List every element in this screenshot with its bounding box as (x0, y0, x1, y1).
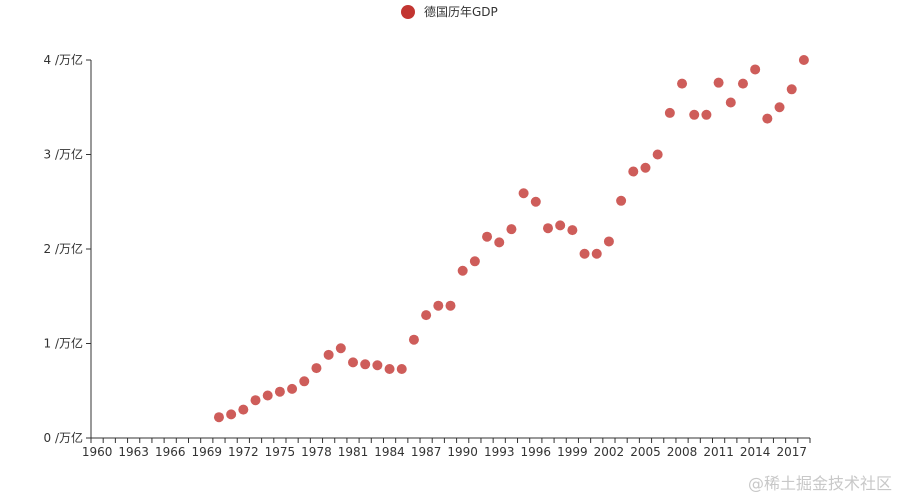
y-tick-label: 1 /万亿 (44, 336, 84, 351)
data-point[interactable] (238, 404, 249, 415)
data-point[interactable] (433, 300, 444, 311)
data-point[interactable] (713, 77, 724, 88)
data-point[interactable] (262, 390, 273, 401)
data-point[interactable] (640, 162, 651, 173)
data-point[interactable] (518, 188, 529, 199)
data-point[interactable] (591, 248, 602, 259)
x-tick-label: 2014 (740, 445, 771, 459)
x-tick-label: 1990 (447, 445, 478, 459)
data-point[interactable] (628, 166, 639, 177)
data-point[interactable] (567, 225, 578, 236)
data-point[interactable] (603, 236, 614, 247)
data-point[interactable] (555, 220, 566, 231)
data-point[interactable] (774, 102, 785, 113)
legend-label: 德国历年GDP (424, 4, 498, 19)
data-point[interactable] (750, 64, 761, 75)
x-tick-label: 1975 (265, 445, 296, 459)
data-point[interactable] (372, 360, 383, 371)
watermark: @稀土掘金技术社区 (747, 474, 892, 493)
data-point[interactable] (213, 412, 224, 423)
legend[interactable]: 德国历年GDP (401, 4, 498, 19)
x-tick-label: 1966 (155, 445, 186, 459)
x-tick-label: 1999 (557, 445, 588, 459)
data-point[interactable] (469, 256, 480, 267)
y-tick-label: 4 /万亿 (44, 52, 84, 67)
data-point[interactable] (530, 196, 541, 207)
x-tick-label: 2005 (630, 445, 661, 459)
y-axis: 0 /万亿 1 /万亿 2 /万亿 3 /万亿 4 /万亿 (44, 52, 92, 445)
x-tick-label: 1987 (411, 445, 442, 459)
legend-marker-icon (401, 5, 415, 19)
data-point[interactable] (762, 113, 773, 124)
data-point[interactable] (457, 265, 468, 276)
data-point[interactable] (348, 357, 359, 368)
y-tick-label: 3 /万亿 (44, 147, 84, 162)
data-point[interactable] (542, 223, 553, 234)
data-points (213, 55, 809, 423)
data-point[interactable] (274, 386, 285, 397)
data-point[interactable] (384, 364, 395, 375)
x-tick-label: 1963 (118, 445, 149, 459)
y-tick-label: 2 /万亿 (44, 241, 84, 256)
data-point[interactable] (482, 231, 493, 242)
data-point[interactable] (786, 84, 797, 95)
data-point[interactable] (579, 248, 590, 259)
x-tick-label: 1981 (338, 445, 369, 459)
x-tick-label: 1984 (374, 445, 405, 459)
data-point[interactable] (737, 78, 748, 89)
data-point[interactable] (616, 195, 627, 206)
y-tick-label: 0 /万亿 (44, 430, 84, 445)
x-tick-label: 2008 (667, 445, 698, 459)
data-point[interactable] (445, 300, 456, 311)
data-point[interactable] (287, 383, 298, 394)
data-point[interactable] (494, 237, 505, 248)
x-tick-label: 2011 (703, 445, 734, 459)
data-point[interactable] (677, 78, 688, 89)
data-point[interactable] (299, 376, 310, 387)
data-point[interactable] (311, 363, 322, 374)
data-point[interactable] (506, 224, 517, 235)
data-point[interactable] (335, 343, 346, 354)
x-axis: 1960 1963 1966 1969 1972 1975 1978 1981 1984 1987… (82, 437, 811, 459)
x-tick-label: 2017 (776, 445, 807, 459)
x-tick-label: 1969 (191, 445, 222, 459)
data-point[interactable] (226, 409, 237, 420)
data-point[interactable] (250, 395, 261, 406)
data-point[interactable] (408, 334, 419, 345)
data-point[interactable] (798, 55, 809, 65)
x-tick-label: 1996 (521, 445, 552, 459)
x-tick-label: 1993 (484, 445, 515, 459)
x-tick-label: 1960 (82, 445, 113, 459)
data-point[interactable] (701, 109, 712, 120)
data-point[interactable] (652, 149, 663, 160)
data-point[interactable] (323, 349, 334, 360)
data-point[interactable] (421, 310, 432, 321)
data-point[interactable] (360, 359, 371, 370)
x-tick-label: 2002 (594, 445, 625, 459)
x-tick-label: 1978 (301, 445, 332, 459)
data-point[interactable] (689, 109, 700, 120)
x-tick-label: 1972 (228, 445, 259, 459)
data-point[interactable] (396, 364, 407, 375)
data-point[interactable] (725, 97, 736, 108)
data-point[interactable] (664, 107, 675, 118)
